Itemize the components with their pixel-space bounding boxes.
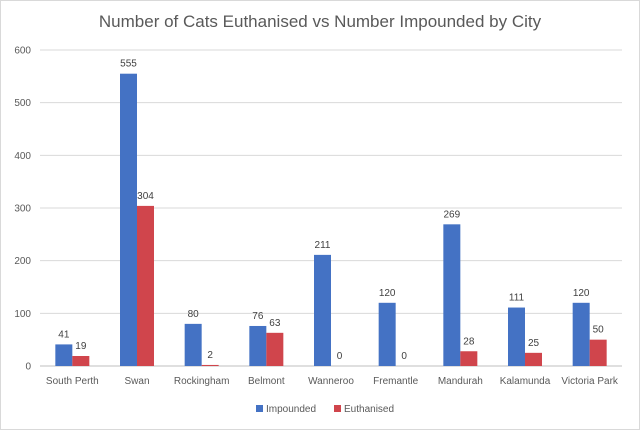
data-label: 555	[120, 59, 137, 70]
x-tick-label: Belmont	[248, 376, 285, 387]
bar-euthanised	[137, 205, 154, 366]
y-tick-label: 300	[14, 204, 31, 215]
data-label: 304	[137, 191, 154, 202]
bar-impounded	[55, 344, 73, 366]
data-label: 111	[509, 293, 525, 304]
bars	[55, 73, 607, 366]
data-label: 120	[379, 288, 396, 299]
x-tick-label: Mandurah	[438, 376, 483, 387]
legend-swatch-impounded	[256, 405, 263, 412]
data-label: 76	[252, 311, 264, 322]
x-axis-ticks: South Perth Swan Rockingham Belmont Wanneroo…	[46, 376, 619, 387]
data-label: 269	[443, 209, 460, 220]
data-label: 80	[188, 309, 200, 320]
data-label: 63	[269, 318, 281, 329]
data-label: 2	[207, 350, 213, 361]
x-tick-label: Swan	[124, 376, 149, 387]
x-tick-label: Rockingham	[174, 376, 230, 387]
data-label: 0	[401, 351, 407, 362]
data-label: 25	[528, 338, 540, 349]
chart-title: Number of Cats Euthanised vs Number Impo…	[99, 12, 542, 31]
data-labels: 41 19 555 304 80 2 76 63 211 0 120 0 269 28 111 25 120 50	[58, 59, 604, 362]
bar-impounded	[378, 302, 396, 366]
data-label: 50	[593, 325, 605, 336]
data-label: 41	[58, 329, 70, 340]
bar-euthanised	[460, 351, 478, 366]
legend-label-euthanised: Euthanised	[344, 404, 394, 415]
x-tick-label: Victoria Park	[561, 376, 619, 387]
bar-euthanised	[72, 355, 90, 366]
data-label: 28	[463, 336, 475, 347]
legend-label-impounded: Impounded	[266, 404, 316, 415]
y-axis-ticks: 0 100 200 300 400 500 600	[14, 46, 31, 373]
x-tick-label: Fremantle	[373, 376, 418, 387]
data-label: 120	[573, 288, 590, 299]
x-tick-label: Kalamunda	[500, 376, 551, 387]
bar-impounded	[572, 302, 590, 366]
data-label: 19	[75, 341, 87, 352]
bar-impounded	[508, 307, 525, 366]
bar-impounded	[314, 254, 331, 366]
y-tick-label: 400	[14, 151, 31, 162]
bar-euthanised	[525, 352, 542, 366]
bar-impounded	[249, 325, 267, 366]
legend-swatch-euthanised	[334, 405, 341, 412]
legend: Impounded Euthanised	[256, 404, 394, 415]
bar-euthanised	[266, 332, 284, 366]
y-tick-label: 500	[14, 98, 31, 109]
bar-euthanised	[589, 339, 607, 366]
bar-impounded	[120, 73, 137, 366]
y-tick-label: 100	[14, 309, 31, 320]
y-tick-label: 200	[14, 256, 31, 267]
x-tick-label: Wanneroo	[308, 376, 354, 387]
bar-impounded	[443, 224, 461, 366]
bar-euthanised	[201, 364, 219, 366]
data-label: 0	[337, 351, 343, 362]
x-tick-label: South Perth	[46, 376, 99, 387]
y-tick-label: 600	[14, 46, 31, 57]
y-tick-label: 0	[25, 362, 31, 373]
bar-impounded	[184, 323, 202, 366]
data-label: 211	[315, 240, 331, 251]
